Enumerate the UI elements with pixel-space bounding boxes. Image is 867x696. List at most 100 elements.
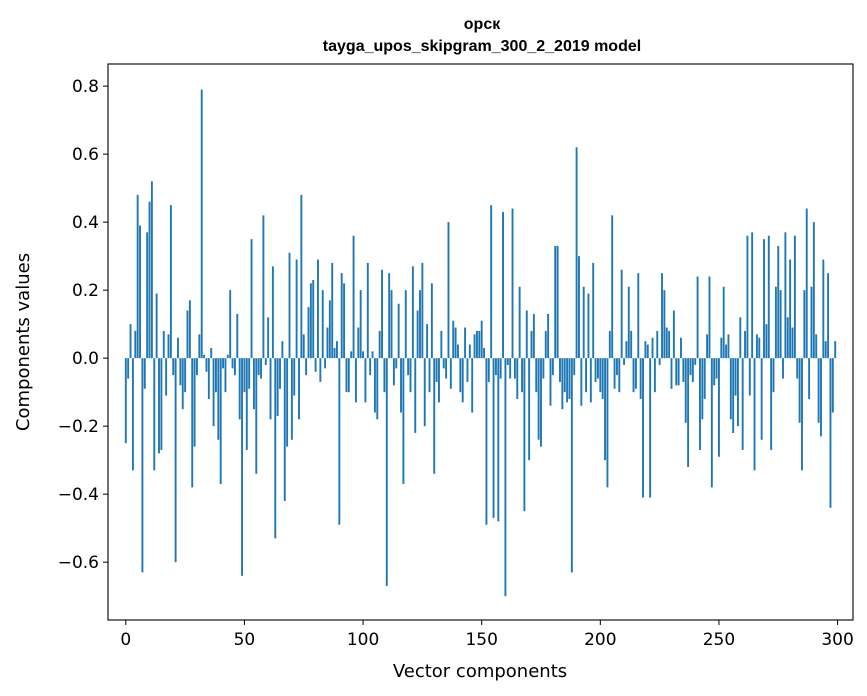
bar-242 <box>699 358 701 450</box>
bar-151 <box>483 347 486 359</box>
bar-44 <box>229 290 232 359</box>
bar-264 <box>751 232 754 359</box>
bar-147 <box>473 334 476 359</box>
bar-78 <box>309 283 312 359</box>
bar-99 <box>359 290 362 359</box>
bar-166 <box>518 286 521 359</box>
bar-139 <box>454 327 457 359</box>
bar-159 <box>502 211 504 359</box>
bar-197 <box>592 262 595 359</box>
bar-45 <box>231 358 234 369</box>
bar-212 <box>627 286 630 359</box>
bar-141 <box>459 358 462 393</box>
y-axis-ticks: −0.6 −0.4 −0.2 0.0 0.2 0.4 0.6 0.8 <box>58 77 108 573</box>
bar-5 <box>136 194 139 359</box>
bar-75 <box>302 334 305 359</box>
bar-95 <box>350 351 353 359</box>
bar-282 <box>793 235 796 359</box>
bar-275 <box>777 245 780 359</box>
bar-92 <box>343 283 346 359</box>
bar-68 <box>286 358 289 447</box>
bar-208 <box>618 358 621 393</box>
bar-211 <box>625 341 628 359</box>
bar-123 <box>416 310 419 359</box>
bar-22 <box>177 337 179 359</box>
bar-119 <box>407 358 410 376</box>
bar-180 <box>551 358 554 376</box>
bar-36 <box>210 347 213 359</box>
bar-23 <box>179 358 182 386</box>
bar-167 <box>521 358 523 393</box>
bar-97 <box>354 358 357 403</box>
bar-294 <box>822 259 825 359</box>
bar-221 <box>649 358 652 498</box>
bar-248 <box>713 358 716 386</box>
bar-55 <box>255 358 258 474</box>
bar-209 <box>620 269 623 359</box>
bar-192 <box>580 358 583 406</box>
bar-59 <box>264 358 267 365</box>
bar-153 <box>487 358 490 382</box>
bar-195 <box>587 293 590 359</box>
bar-291 <box>815 334 818 359</box>
bar-161 <box>506 358 509 365</box>
bar-138 <box>452 320 455 359</box>
bar-269 <box>763 239 765 359</box>
bar-145 <box>468 344 471 359</box>
bar-277 <box>782 358 784 379</box>
y-tick-label: 0.0 <box>72 349 99 369</box>
bar-280 <box>789 259 792 359</box>
bar-121 <box>411 266 414 359</box>
bar-168 <box>523 358 526 512</box>
bar-19 <box>169 205 172 359</box>
bar-24 <box>181 358 184 410</box>
bar-198 <box>594 358 597 382</box>
bar-255 <box>729 358 732 420</box>
bar-194 <box>585 358 588 393</box>
bar-11 <box>150 181 153 359</box>
bar-295 <box>824 341 827 359</box>
chart-title: орск <box>464 16 501 33</box>
bar-137 <box>449 358 452 389</box>
bar-0 <box>124 358 127 444</box>
y-tick-label: 0.8 <box>72 77 99 97</box>
bar-268 <box>760 358 763 440</box>
bar-37 <box>212 358 215 427</box>
bar-170 <box>528 358 531 461</box>
bar-12 <box>153 358 156 471</box>
bar-288 <box>808 358 811 399</box>
bar-173 <box>535 358 538 393</box>
bar-226 <box>661 273 663 359</box>
bar-76 <box>305 358 308 376</box>
bar-219 <box>644 341 647 359</box>
bar-252 <box>722 286 725 359</box>
bar-175 <box>540 358 542 447</box>
bar-35 <box>207 358 210 399</box>
bar-87 <box>331 262 334 359</box>
bar-62 <box>271 266 274 359</box>
y-tick-label: −0.6 <box>58 553 99 573</box>
bar-149 <box>478 330 481 359</box>
bar-51 <box>245 358 248 450</box>
bar-131 <box>435 358 438 382</box>
y-tick-label: 0.6 <box>72 145 99 165</box>
bar-243 <box>701 358 704 420</box>
bar-38 <box>215 358 217 393</box>
bar-299 <box>834 341 837 359</box>
bar-94 <box>347 358 350 393</box>
bar-273 <box>772 358 775 393</box>
bar-165 <box>516 358 519 399</box>
bar-120 <box>409 358 412 393</box>
bar-187 <box>568 358 571 399</box>
bar-146 <box>471 358 474 413</box>
bar-179 <box>549 358 552 406</box>
bar-16 <box>162 330 165 359</box>
bar-93 <box>345 358 348 393</box>
bar-103 <box>369 358 372 376</box>
bar-80 <box>314 358 317 372</box>
bar-169 <box>525 310 528 359</box>
bar-214 <box>632 358 635 393</box>
bar-14 <box>158 358 160 454</box>
bar-289 <box>810 286 813 359</box>
bar-200 <box>599 358 602 393</box>
